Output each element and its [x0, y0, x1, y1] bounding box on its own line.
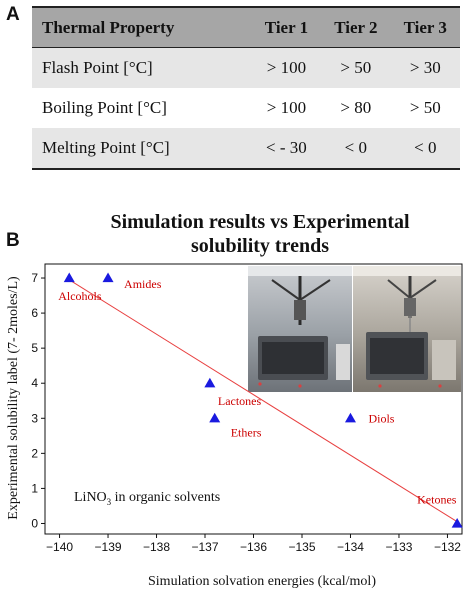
y-tick-label: 6: [31, 306, 38, 320]
cell-tier-2: > 80: [340, 98, 372, 117]
header-tier-3: Tier 3: [390, 6, 460, 48]
x-tick-label: −138: [143, 540, 170, 554]
data-point-label: Alcohols: [58, 289, 102, 303]
table-row: Boiling Point [°C] > 100 > 80 > 50: [32, 88, 460, 128]
chart-title-line-1: Simulation results vs Experimental: [110, 211, 410, 233]
y-tick-label: 0: [31, 516, 38, 530]
x-tick-label: −133: [385, 540, 412, 554]
table-header-row: Thermal Property Tier 1 Tier 2 Tier 3: [32, 6, 460, 48]
thermal-property-table: Thermal Property Tier 1 Tier 2 Tier 3 Fl…: [32, 6, 460, 170]
chart-title-line-2: solubility trends: [191, 235, 329, 257]
data-point-marker: [344, 412, 356, 423]
cell-tier-1: < - 30: [251, 128, 322, 170]
cell-property: Flash Point [°C]: [32, 47, 252, 88]
robot-lab-photo: [248, 266, 461, 392]
data-point-marker: [204, 377, 216, 388]
y-axis-label: Experimental solubility label (7- 2moles…: [6, 276, 21, 520]
data-point-label: Diols: [368, 411, 394, 425]
y-tick-label: 5: [31, 341, 38, 355]
x-tick-label: −135: [288, 540, 315, 554]
cell-tier-3: > 50: [409, 98, 441, 117]
x-tick-label: −132: [434, 540, 461, 554]
panel-a-label: A: [6, 4, 20, 25]
cell-tier-3: < 0: [390, 128, 460, 170]
cell-tier-1: > 100: [251, 47, 322, 88]
y-tick-label: 7: [31, 271, 38, 285]
data-point-marker: [451, 517, 463, 528]
cell-tier-2: < 0: [321, 128, 391, 170]
data-point-marker: [63, 272, 75, 283]
header-tier-1: Tier 1: [251, 6, 322, 48]
y-axis: 0 1 2 3 4 5 6 7: [31, 271, 45, 530]
cell-tier-3: > 30: [390, 47, 460, 88]
cell-tier-2: > 50: [321, 47, 391, 88]
table-row: Melting Point [°C] < - 30 < 0 < 0: [32, 128, 460, 170]
data-point-marker: [102, 272, 114, 283]
y-tick-label: 4: [31, 376, 38, 390]
data-point-label: Lactones: [218, 394, 262, 408]
x-tick-label: −139: [95, 540, 122, 554]
x-tick-label: −136: [240, 540, 267, 554]
header-property: Thermal Property: [32, 6, 252, 48]
cell-tier-1: > 100: [266, 98, 307, 117]
y-tick-label: 3: [31, 411, 38, 425]
x-tick-label: −140: [46, 540, 73, 554]
cell-property: Boiling Point [°C]: [42, 98, 167, 117]
solvent-annotation: LiNO3 in organic solvents: [74, 490, 220, 507]
y-tick-label: 2: [31, 446, 38, 460]
x-tick-label: −137: [191, 540, 218, 554]
x-axis: −140 −139 −138 −137 −136 −135 −134 −133 −132: [46, 534, 461, 554]
y-tick-label: 1: [31, 481, 38, 495]
data-point-label: Ethers: [231, 425, 262, 439]
trend-line: [68, 279, 458, 523]
x-axis-label: Simulation solvation energies (kcal/mol): [148, 574, 376, 589]
panel-b-label: B: [6, 230, 20, 251]
table-row: Flash Point [°C] > 100 > 50 > 30: [32, 47, 460, 88]
data-point-marker: [209, 412, 221, 423]
header-tier-2: Tier 2: [321, 6, 391, 48]
data-point-label: Amides: [124, 277, 162, 291]
cell-property: Melting Point [°C]: [32, 128, 252, 170]
x-tick-label: −134: [337, 540, 364, 554]
data-points: Alcohols Amides Lactones Ethers Diols Ketones: [58, 272, 463, 528]
data-point-label: Ketones: [417, 492, 457, 506]
